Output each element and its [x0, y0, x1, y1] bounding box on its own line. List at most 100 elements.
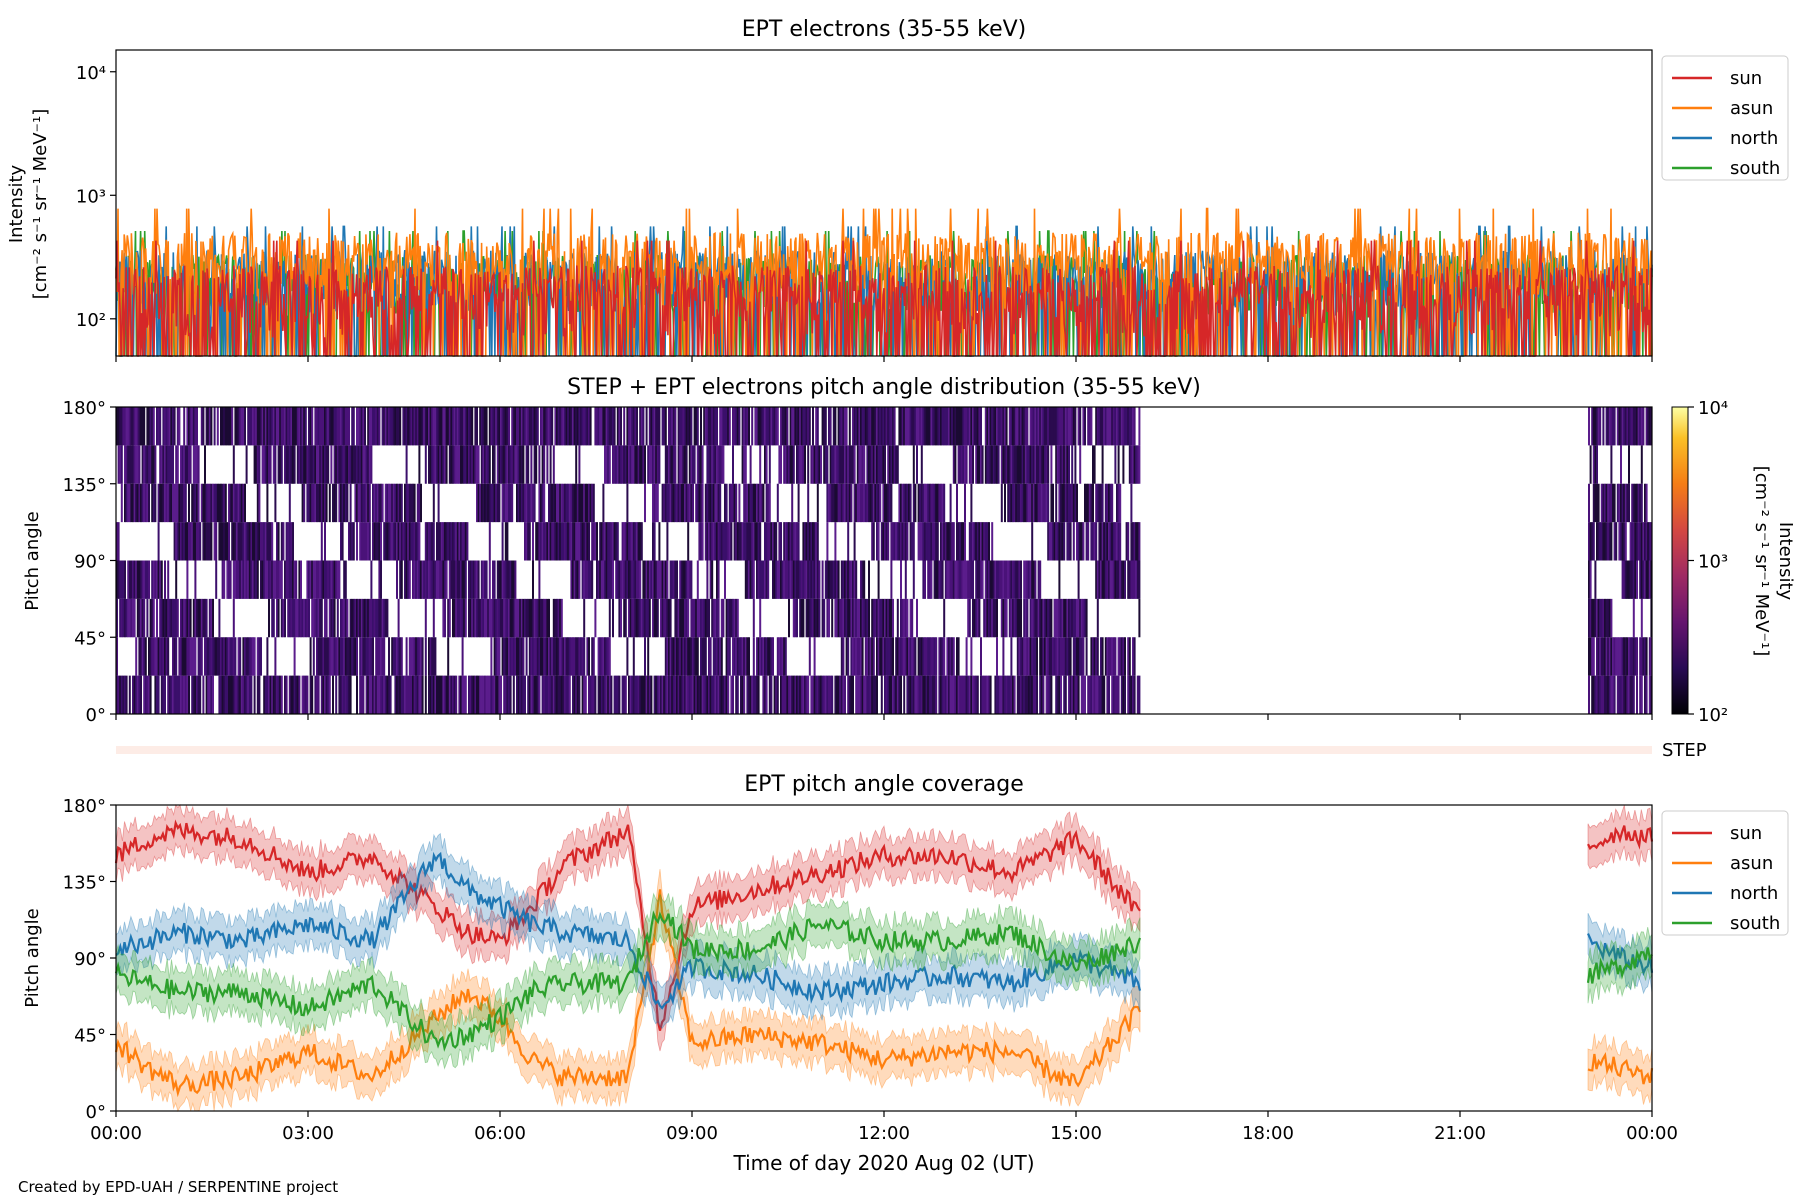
pad-cell-0-180-3: [404, 560, 406, 599]
pad-cell-0-572-7: [1031, 407, 1034, 446]
pad-cell-0-232-0: [487, 675, 490, 715]
pad-cell-0-16-2: [141, 598, 144, 638]
pad-cell-1-4-2: [1594, 598, 1597, 638]
pad-cell-0-500-2: [916, 598, 918, 638]
pad-cell-0-294-5: [586, 483, 589, 523]
pad-cell-0-107-3: [287, 560, 290, 599]
pad-cell-0-272-0: [551, 675, 554, 715]
pad-cell-0-624-3: [1114, 560, 1117, 599]
pad-cell-0-619-3: [1106, 560, 1109, 599]
pad-cell-0-478-4: [880, 522, 883, 561]
pad-cell-0-241-3: [501, 560, 504, 599]
pad-cell-0-444-5: [826, 483, 829, 523]
pad-cell-0-309-4: [610, 522, 613, 561]
pad-cell-0-63-1: [216, 637, 219, 676]
pad-cell-0-395-4: [748, 522, 750, 561]
pad-cell-0-425-6: [796, 445, 798, 484]
pad-cell-0-477-7: [879, 407, 882, 446]
pad-cell-0-46-2: [189, 598, 192, 638]
pad-cell-0-618-5: [1104, 483, 1107, 523]
pad-cell-0-232-5: [487, 483, 490, 523]
pad-cell-0-436-0: [813, 675, 816, 715]
pad-cell-0-22-3: [151, 560, 154, 599]
pad-cell-0-25-7: [156, 407, 158, 446]
pad-cell-0-422-0: [791, 675, 794, 715]
panel3-ytick-label-1: 45°: [74, 1026, 106, 1047]
pad-cell-0-510-7: [932, 407, 934, 446]
pad-cell-0-101-0: [277, 675, 280, 715]
pad-cell-0-410-3: [772, 560, 774, 599]
pad-cell-0-44-2: [186, 598, 189, 638]
pad-cell-0-183-3: [408, 560, 411, 599]
pad-cell-0-212-0: [455, 675, 458, 715]
pad-cell-0-591-2: [1061, 598, 1064, 638]
pad-cell-0-136-1: [333, 637, 336, 676]
pad-cell-0-464-6: [858, 445, 861, 484]
pad-cell-0-503-1: [920, 637, 923, 676]
pad-cell-0-150-4: [356, 522, 358, 561]
pad-cell-0-89-5: [258, 483, 261, 523]
pad-cell-0-601-4: [1077, 522, 1080, 561]
pad-cell-0-123-6: [312, 445, 315, 484]
pad-cell-0-24-6: [154, 445, 157, 484]
pad-cell-0-457-6: [847, 445, 850, 484]
pad-cell-0-509-4: [930, 522, 933, 561]
pad-cell-0-457-2: [847, 598, 850, 638]
pad-cell-0-496-5: [909, 483, 912, 523]
pad-cell-0-614-5: [1098, 483, 1101, 523]
pad-cell-1-37-4: [1647, 522, 1650, 561]
pad-cell-0-635-0: [1132, 675, 1134, 715]
pad-cell-0-154-4: [362, 522, 365, 561]
pad-cell-0-73-6: [232, 445, 235, 484]
pad-cell-0-521-0: [949, 675, 952, 715]
pad-cell-0-343-5: [664, 483, 667, 523]
pad-cell-0-368-2: [704, 598, 707, 638]
pad-cell-0-482-4: [887, 522, 890, 561]
pad-cell-0-435-0: [812, 675, 814, 715]
pad-cell-0-422-6: [791, 445, 794, 484]
pad-cell-0-458-7: [848, 407, 851, 446]
pad-cell-0-612-1: [1095, 637, 1098, 676]
pad-cell-0-425-3: [796, 560, 798, 599]
pad-cell-0-187-1: [415, 637, 418, 676]
pad-cell-0-369-6: [706, 445, 709, 484]
pad-cell-0-7-5: [127, 483, 130, 523]
pad-cell-0-607-0: [1087, 675, 1090, 715]
pad-cell-0-288-7: [576, 407, 579, 446]
pad-cell-0-365-2: [700, 598, 702, 638]
pad-cell-0-161-2: [373, 598, 376, 638]
pad-cell-0-7-6: [127, 445, 130, 484]
pad-cell-0-150-7: [356, 407, 358, 446]
pad-cell-0-413-1: [776, 637, 779, 676]
pad-cell-0-446-7: [829, 407, 832, 446]
pad-cell-0-288-0: [576, 675, 579, 715]
pad-cell-0-574-7: [1034, 407, 1037, 446]
pad-cell-0-596-0: [1069, 675, 1072, 715]
pad-cell-0-268-1: [544, 637, 547, 676]
pad-cell-0-581-1: [1045, 637, 1048, 676]
pad-cell-0-18-0: [144, 675, 147, 715]
pad-cell-0-436-6: [813, 445, 816, 484]
pad-cell-0-375-0: [716, 675, 718, 715]
pad-cell-0-378-2: [720, 598, 723, 638]
pad-cell-1-15-7: [1612, 407, 1614, 446]
pad-cell-0-149-2: [354, 598, 357, 638]
pad-cell-0-638-4: [1136, 522, 1139, 561]
pad-cell-0-327-2: [639, 598, 642, 638]
pad-cell-0-83-7: [248, 407, 251, 446]
pad-cell-0-26-0: [157, 675, 160, 715]
pad-cell-0-269-6: [546, 445, 549, 484]
pad-cell-0-37-2: [175, 598, 178, 638]
pad-cell-0-516-4: [941, 522, 944, 561]
pad-cell-0-14-5: [138, 483, 141, 523]
pad-cell-0-102-3: [279, 560, 282, 599]
pad-cell-1-2-1: [1591, 637, 1594, 676]
pad-cell-0-195-1: [428, 637, 430, 676]
pad-cell-0-74-4: [234, 522, 237, 561]
pad-cell-0-127-2: [319, 598, 322, 638]
pad-cell-0-70-5: [228, 483, 230, 523]
pad-cell-0-200-0: [436, 675, 438, 715]
pad-cell-0-389-4: [738, 522, 741, 561]
pad-cell-0-433-1: [808, 637, 811, 676]
pad-cell-0-631-7: [1125, 407, 1128, 446]
